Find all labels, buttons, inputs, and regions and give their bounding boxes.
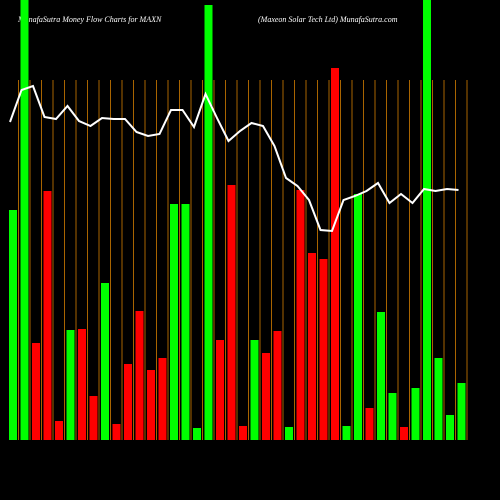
- bar: [32, 343, 40, 440]
- bar: [388, 393, 397, 440]
- bar: [377, 312, 385, 440]
- bar: [308, 253, 316, 440]
- grid: [18, 80, 468, 440]
- bar: [20, 0, 29, 440]
- bar: [365, 408, 374, 440]
- bar: [112, 424, 121, 440]
- bar: [250, 340, 259, 440]
- bar: [354, 194, 362, 440]
- bar: [262, 353, 270, 440]
- chart-title: MunafaSutra Money Flow Charts for MAXN: [17, 15, 162, 24]
- bar: [273, 331, 282, 440]
- bar: [124, 364, 132, 440]
- bar: [434, 358, 443, 440]
- chart-subtitle: (Maxeon Solar Tech Ltd) MunafaSutra.com: [258, 15, 398, 24]
- bar: [342, 426, 351, 440]
- bar: [227, 185, 236, 440]
- bar: [9, 210, 17, 440]
- bar: [457, 383, 466, 440]
- bar: [296, 190, 305, 440]
- bar: [285, 427, 293, 440]
- bar: [135, 311, 144, 440]
- bar: [43, 191, 52, 440]
- bar: [446, 415, 454, 440]
- bar: [400, 427, 408, 440]
- bar: [181, 204, 190, 440]
- bar: [101, 283, 109, 440]
- bar: [147, 370, 155, 440]
- bar: [193, 428, 201, 440]
- bar: [66, 330, 75, 440]
- bar: [423, 0, 431, 440]
- bar: [158, 358, 167, 440]
- bar: [319, 259, 328, 440]
- bar: [78, 329, 86, 440]
- flow-line: [9, 84, 459, 233]
- bar: [170, 204, 178, 440]
- bar: [411, 388, 420, 440]
- bar: [89, 396, 98, 440]
- bar: [239, 426, 247, 440]
- bar: [55, 421, 63, 440]
- bar: [331, 68, 339, 440]
- bar: [216, 340, 224, 440]
- bar: [204, 5, 213, 440]
- bars: [9, 0, 466, 440]
